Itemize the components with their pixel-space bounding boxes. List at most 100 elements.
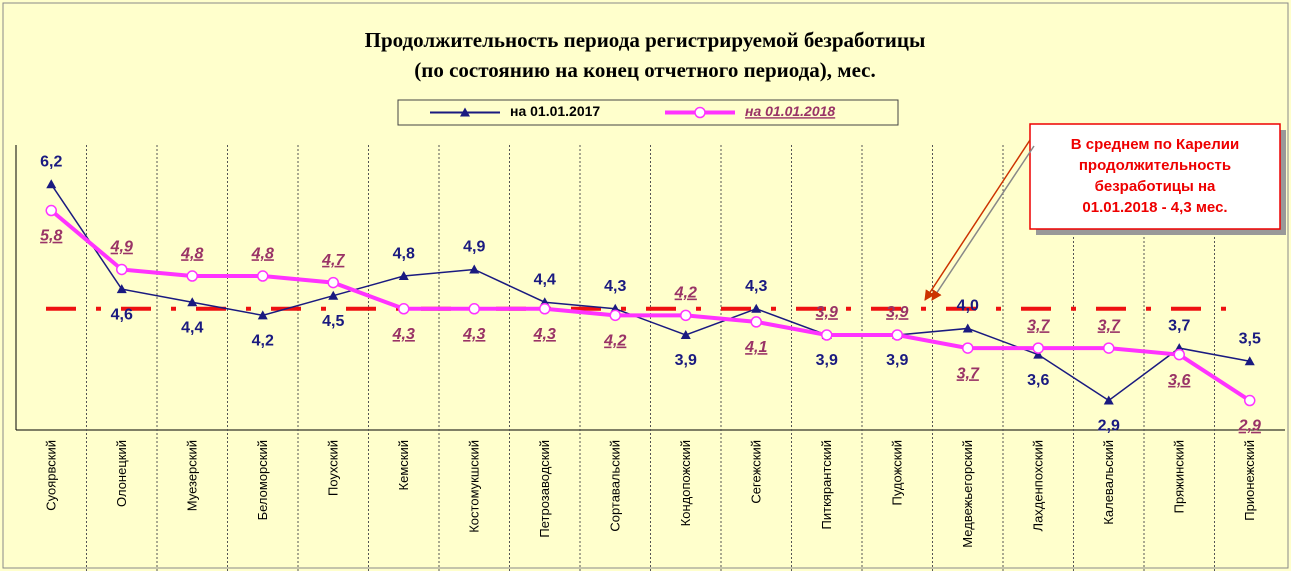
point-marker: [891, 329, 903, 341]
data-label: 5,8: [40, 228, 62, 245]
chart-title: Продолжительность периода регистрируемой…: [365, 28, 926, 52]
chart-title: (по состоянию на конец отчетного периода…: [414, 58, 875, 82]
annotation-arrow: [931, 145, 1035, 301]
series-line: [49, 208, 1251, 403]
data-label: 4,2: [674, 285, 697, 302]
x-tick-label: Калевальский: [1101, 440, 1116, 525]
x-tick-label: Медвежьегорский: [960, 440, 975, 548]
data-label: 4,7: [321, 252, 345, 269]
x-tick-label: Пудожский: [890, 440, 905, 506]
data-label: 4,2: [603, 333, 626, 350]
point-marker: [46, 179, 57, 189]
point-marker: [962, 342, 974, 354]
data-label: 3,6: [1027, 372, 1049, 389]
data-label: 3,9: [816, 304, 838, 321]
data-label: 4,1: [744, 339, 767, 356]
point-marker: [398, 271, 409, 281]
x-tick-label: Муезерский: [185, 440, 200, 511]
data-label: 4,4: [181, 319, 203, 336]
x-tick-label: Пряжинский: [1172, 440, 1187, 513]
point-marker: [1244, 356, 1255, 366]
point-marker: [1103, 395, 1114, 405]
point-marker: [469, 264, 480, 274]
data-label: 4,3: [533, 326, 556, 343]
x-tick-label: Питкярантский: [819, 440, 834, 529]
point-marker: [116, 284, 127, 294]
data-label: 4,3: [462, 326, 485, 343]
annotation: В среднем по Карелии продолжительность без…: [1071, 136, 1239, 216]
x-tick-label: Лахденпохский: [1031, 440, 1046, 531]
point-marker: [327, 276, 339, 289]
annotation-arrow: [924, 139, 1031, 301]
point-marker: [468, 303, 480, 315]
data-label: 3,6: [1168, 372, 1190, 389]
point-marker: [328, 290, 339, 300]
annotation-text: безработицы на: [1095, 178, 1216, 195]
data-label: 4,3: [392, 326, 415, 343]
data-label: 3,9: [886, 304, 908, 321]
data-label: 6,2: [40, 154, 62, 171]
data-label: 3,7: [957, 365, 980, 382]
point-marker: [751, 303, 762, 313]
data-label: 4,0: [957, 298, 979, 315]
x-tick-label: Кемский: [396, 440, 411, 490]
legend-marker: [460, 107, 470, 117]
point-marker: [750, 316, 762, 328]
x-tick-label: Костомукшский: [467, 440, 482, 533]
data-label: 2,9: [1238, 418, 1261, 435]
data-label: 3,7: [1027, 317, 1050, 334]
annotation-text: 01.01.2018 - 4,3 мес.: [1082, 199, 1227, 216]
legend: на 01.01.2017 на 01.01.2018: [430, 103, 835, 119]
point-marker: [186, 270, 198, 282]
point-marker: [609, 309, 621, 322]
data-label: 4,3: [604, 278, 626, 295]
data-label: 4,2: [252, 333, 274, 350]
point-marker: [1103, 342, 1115, 354]
data-label: 4,8: [251, 245, 274, 262]
x-tick-label: Поухский: [326, 440, 341, 496]
x-tick-label: Суоярвский: [44, 440, 59, 511]
point-marker: [257, 270, 269, 282]
point-marker: [1244, 394, 1256, 407]
data-label: 4,9: [463, 239, 485, 256]
point-marker: [398, 303, 410, 315]
point-marker: [187, 297, 198, 307]
annotation-box: [1029, 123, 1281, 230]
point-marker: [821, 329, 833, 341]
series-line: [50, 183, 1250, 402]
data-label: 4,3: [745, 278, 767, 295]
point-marker: [1033, 349, 1044, 359]
data-label: 4,9: [110, 239, 133, 256]
legend-marker: [694, 106, 706, 119]
data-label: 2,9: [1098, 418, 1120, 435]
legend-label: на 01.01.2018: [745, 103, 835, 119]
data-label: 3,9: [816, 352, 838, 369]
x-tick-label: Петрозаводский: [537, 440, 552, 538]
data-label: 4,4: [534, 271, 556, 288]
data-label: 3,9: [675, 352, 697, 369]
data-label: 4,6: [111, 306, 133, 323]
data-label: 4,8: [393, 245, 415, 262]
data-label: 4,8: [180, 245, 203, 262]
annotation-text: В среднем по Карелии: [1071, 136, 1239, 153]
point-marker: [116, 263, 128, 276]
data-label: 3,7: [1098, 317, 1121, 334]
annotation-text: продолжительность: [1079, 157, 1231, 174]
data-label: 4,5: [322, 313, 344, 330]
data-label: 3,9: [886, 352, 908, 369]
plot: Суоярвский Олонецкий Муезерский Беломорский…: [40, 145, 1261, 571]
point-marker: [680, 330, 691, 339]
legend-label: на 01.01.2017: [510, 103, 600, 119]
point-marker: [1032, 342, 1044, 354]
point-marker: [45, 204, 57, 217]
x-tick-label: Олонецкий: [114, 440, 129, 507]
point-marker: [962, 323, 973, 333]
x-tick-label: Сегежский: [749, 440, 764, 504]
x-tick-label: Сортавальский: [608, 440, 623, 532]
x-tick-label: Кондопожский: [678, 440, 693, 526]
x-tick-label: Прионежский: [1242, 440, 1257, 521]
data-label: 3,5: [1239, 330, 1261, 347]
